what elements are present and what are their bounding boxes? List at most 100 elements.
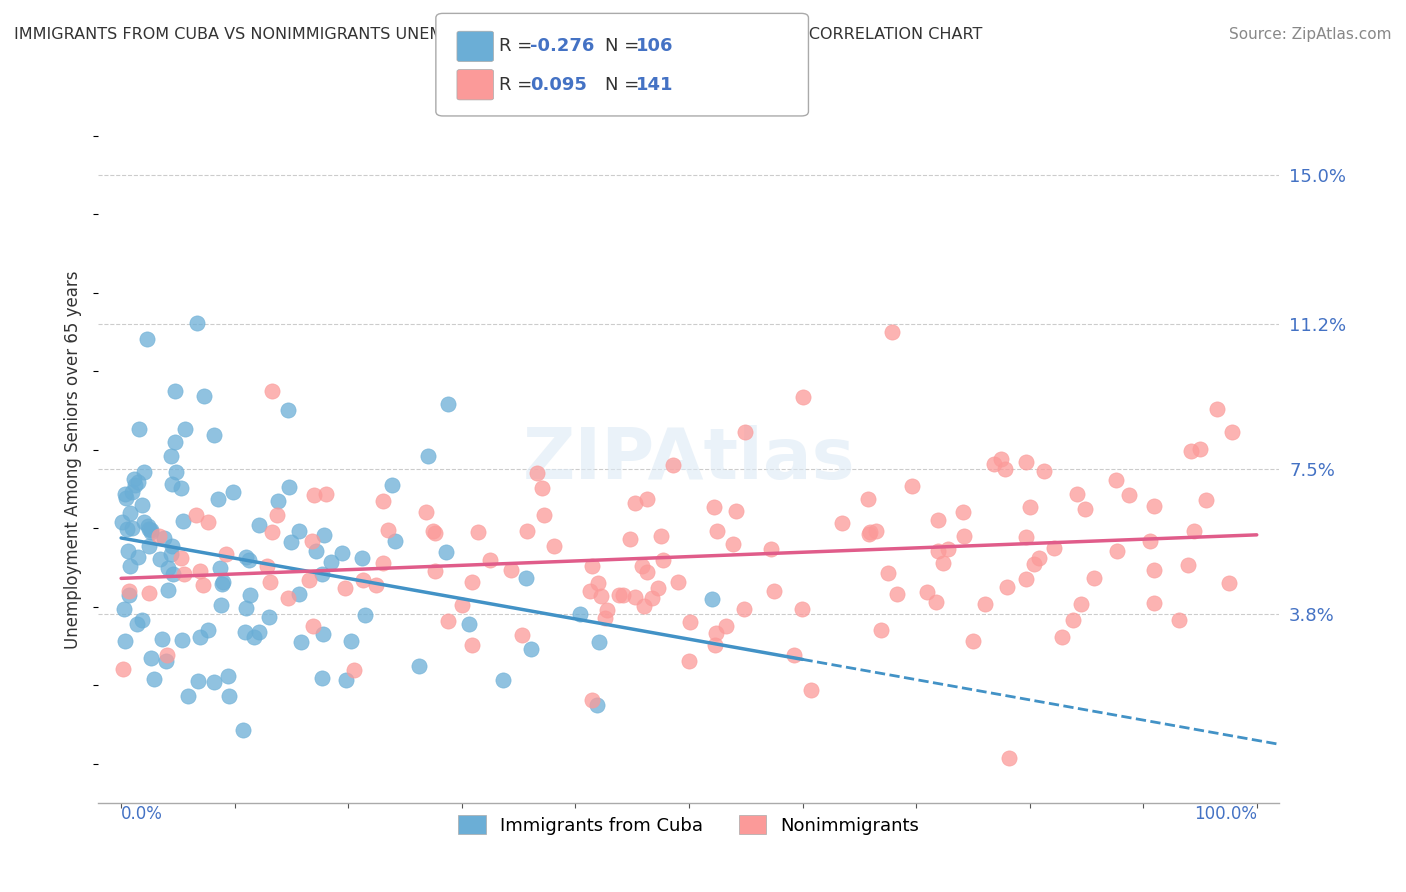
- Point: [520, 642, 543, 657]
- Point: [343, 664, 366, 678]
- Point: [202, 674, 225, 689]
- Point: [371, 556, 394, 570]
- Point: [734, 425, 756, 439]
- Point: [1105, 544, 1128, 558]
- Point: [408, 658, 430, 673]
- Point: [335, 673, 357, 687]
- Point: [569, 607, 592, 622]
- Point: [141, 524, 163, 539]
- Point: [995, 580, 1018, 594]
- Point: [117, 544, 139, 558]
- Point: [319, 555, 342, 569]
- Point: [983, 458, 1005, 472]
- Point: [586, 698, 609, 713]
- Point: [208, 560, 231, 574]
- Point: [187, 673, 209, 688]
- Point: [990, 451, 1012, 466]
- Point: [636, 565, 658, 579]
- Point: [125, 616, 148, 631]
- Point: [197, 515, 219, 529]
- Text: 0.0%: 0.0%: [121, 805, 163, 822]
- Point: [588, 575, 610, 590]
- Text: 0.095: 0.095: [530, 76, 586, 94]
- Text: N =: N =: [605, 37, 644, 55]
- Point: [159, 449, 181, 463]
- Point: [714, 618, 737, 632]
- Point: [451, 598, 474, 612]
- Point: [733, 602, 755, 616]
- Point: [157, 561, 180, 575]
- Point: [1195, 493, 1218, 508]
- Text: R =: R =: [499, 37, 538, 55]
- Point: [492, 673, 515, 687]
- Point: [633, 599, 655, 613]
- Point: [1015, 455, 1038, 469]
- Point: [121, 520, 143, 534]
- Text: 100.0%: 100.0%: [1194, 805, 1257, 822]
- Point: [138, 519, 160, 533]
- Point: [579, 584, 602, 599]
- Point: [163, 384, 186, 399]
- Point: [581, 559, 603, 574]
- Point: [882, 325, 904, 339]
- Point: [215, 547, 238, 561]
- Point: [127, 549, 149, 564]
- Point: [607, 588, 630, 602]
- Point: [461, 574, 484, 589]
- Point: [1139, 533, 1161, 548]
- Point: [530, 481, 553, 495]
- Point: [186, 316, 208, 330]
- Point: [188, 630, 211, 644]
- Point: [1206, 401, 1229, 416]
- Text: R =: R =: [499, 76, 538, 94]
- Point: [122, 472, 145, 486]
- Point: [1118, 488, 1140, 502]
- Point: [235, 601, 257, 615]
- Point: [924, 595, 946, 609]
- Point: [163, 435, 186, 450]
- Point: [202, 428, 225, 442]
- Point: [232, 723, 254, 738]
- Point: [312, 627, 335, 641]
- Point: [526, 466, 548, 480]
- Point: [335, 581, 357, 595]
- Point: [266, 508, 288, 522]
- Text: -0.276: -0.276: [530, 37, 595, 55]
- Text: ZIPAtlas: ZIPAtlas: [523, 425, 855, 494]
- Point: [249, 624, 271, 639]
- Point: [761, 542, 783, 557]
- Point: [678, 654, 700, 668]
- Point: [792, 390, 814, 404]
- Point: [1042, 541, 1064, 556]
- Point: [1182, 524, 1205, 539]
- Point: [1014, 530, 1036, 544]
- Point: [1028, 550, 1050, 565]
- Point: [1104, 473, 1126, 487]
- Point: [859, 524, 882, 539]
- Point: [117, 522, 139, 536]
- Point: [139, 651, 162, 665]
- Point: [668, 574, 690, 589]
- Point: [211, 574, 233, 589]
- Point: [280, 534, 302, 549]
- Point: [704, 626, 727, 640]
- Point: [239, 588, 262, 602]
- Point: [876, 566, 898, 580]
- Point: [595, 610, 617, 624]
- Point: [415, 505, 437, 519]
- Point: [118, 588, 141, 602]
- Y-axis label: Unemployment Among Seniors over 65 years: Unemployment Among Seniors over 65 years: [65, 270, 83, 648]
- Point: [515, 571, 537, 585]
- Point: [114, 487, 136, 501]
- Point: [1167, 613, 1189, 627]
- Point: [114, 633, 136, 648]
- Point: [184, 508, 207, 522]
- Point: [624, 496, 647, 510]
- Point: [631, 559, 654, 574]
- Point: [159, 547, 181, 561]
- Point: [762, 584, 785, 599]
- Point: [256, 558, 278, 573]
- Point: [259, 574, 281, 589]
- Point: [381, 478, 404, 492]
- Point: [138, 586, 160, 600]
